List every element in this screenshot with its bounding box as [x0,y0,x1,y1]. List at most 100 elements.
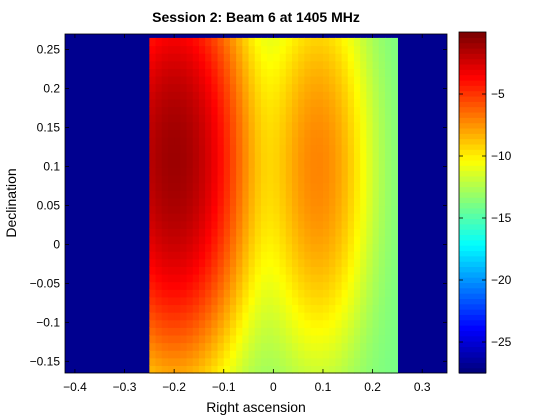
heatmap-cell [162,122,169,130]
heatmap-cell [317,282,324,290]
colorbar-segment [459,288,486,294]
heatmap-cell [168,358,175,366]
heatmap-cell [205,282,212,290]
heatmap-cell [242,259,249,267]
heatmap-cell [298,266,305,274]
heatmap-cell [379,198,386,206]
heatmap-cell [292,320,299,328]
heatmap-cell [261,297,268,305]
heatmap-cell [168,221,175,229]
heatmap-cell [335,53,342,61]
heatmap-cell [174,198,181,206]
heatmap-cell [187,343,194,351]
heatmap-cell [156,282,163,290]
heatmap-cell [174,343,181,351]
heatmap-cell [304,297,311,305]
heatmap-cell [193,129,200,137]
heatmap-cell [329,175,336,183]
heatmap-cell [342,160,349,168]
heatmap-cell [261,221,268,229]
heatmap-cell [193,84,200,92]
heatmap-cell [385,129,392,137]
heatmap-cell [218,61,225,69]
heatmap-cell [311,114,318,122]
heatmap-cell [249,289,256,297]
heatmap-cell [242,312,249,320]
heatmap-cell [236,160,243,168]
heatmap-cell [162,61,169,69]
heatmap-cell [317,205,324,213]
heatmap-cell [156,228,163,236]
heatmap-cell [329,76,336,84]
heatmap-cell [249,312,256,320]
heatmap-cell [373,365,380,373]
heatmap-cell [242,61,249,69]
heatmap-cell [342,129,349,137]
heatmap-cell [193,175,200,183]
heatmap-cell [236,91,243,99]
heatmap-cell [187,183,194,191]
heatmap-cell [156,244,163,252]
heatmap-cell [385,244,392,252]
heatmap-cell [317,99,324,107]
heatmap-cell [385,160,392,168]
heatmap-cell [292,259,299,267]
heatmap-cell [280,228,287,236]
heatmap-cell [187,312,194,320]
heatmap-cell [218,198,225,206]
heatmap-cell [273,205,280,213]
heatmap-cell [156,84,163,92]
heatmap-cell [317,76,324,84]
heatmap-cell [242,84,249,92]
heatmap-cell [280,205,287,213]
colorbar-segment [459,48,486,54]
heatmap-cell [366,213,373,221]
heatmap-cell [249,91,256,99]
heatmap-cell [292,114,299,122]
heatmap-cell [193,274,200,282]
heatmap-cell [304,259,311,267]
heatmap-cell [193,183,200,191]
heatmap-cell [149,99,156,107]
heatmap-cell [187,53,194,61]
heatmap-cell [286,160,293,168]
chart-title: Session 2: Beam 6 at 1405 MHz [152,9,360,25]
heatmap-cell [224,68,231,76]
heatmap-cell [366,167,373,175]
heatmap-cell [193,91,200,99]
heatmap-cell [298,76,305,84]
heatmap-cell [218,320,225,328]
heatmap-cell [273,152,280,160]
heatmap-cell [298,152,305,160]
heatmap-cell [385,266,392,274]
heatmap-cell [267,244,274,252]
heatmap-cell [280,251,287,259]
heatmap-cell [292,251,299,259]
heatmap-cell [366,68,373,76]
heatmap-cell [317,228,324,236]
heatmap-cell [348,244,355,252]
heatmap-cell [329,114,336,122]
heatmap-cell [379,99,386,107]
heatmap-cell [174,167,181,175]
heatmap-cell [304,236,311,244]
heatmap-cell [261,76,268,84]
heatmap-cell [218,244,225,252]
heatmap-cell [174,129,181,137]
heatmap-cell [366,236,373,244]
heatmap-cell [354,365,361,373]
heatmap-cell [211,221,218,229]
heatmap-cell [335,221,342,229]
heatmap-cell [373,145,380,153]
heatmap-cell [193,122,200,130]
heatmap-cell [379,244,386,252]
heatmap-cell [242,335,249,343]
heatmap-cell [218,343,225,351]
heatmap-cell [149,76,156,84]
heatmap-cell [255,304,262,312]
heatmap-cell [168,297,175,305]
heatmap-cell [280,190,287,198]
heatmap-cell [236,327,243,335]
heatmap-cell [360,183,367,191]
heatmap-cell [329,46,336,54]
